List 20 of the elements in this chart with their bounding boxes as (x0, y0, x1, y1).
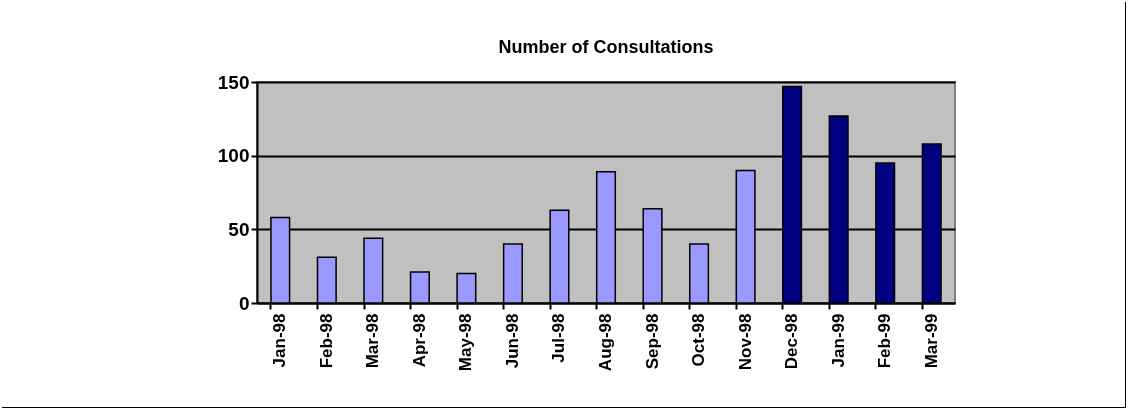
x-tick-label: Jan-98 (270, 313, 290, 368)
y-tick-label: 0 (238, 292, 250, 314)
x-tick-label: Apr-98 (409, 313, 429, 368)
y-tick-label: 150 (217, 71, 250, 93)
x-tick-label: May-98 (456, 313, 476, 372)
x-tick-label: Aug-98 (596, 313, 615, 372)
y-tick-label: 50 (228, 218, 250, 240)
x-tick-label: Jun-98 (502, 313, 522, 369)
x-tick-label: Jan-99 (828, 313, 848, 368)
x-tick-label: Mar-98 (363, 313, 383, 369)
x-tick-label: Dec-98 (782, 313, 802, 370)
x-tick-label: Mar-99 (921, 313, 941, 369)
x-tick-label: Oct-98 (689, 313, 709, 367)
y-tick-label: 100 (217, 145, 250, 167)
x-tick-label: Feb-99 (875, 313, 895, 369)
x-tick-label: Sep-98 (642, 313, 662, 370)
x-tick-label: Nov-98 (735, 313, 755, 371)
chart-title: Number of Consultations (498, 37, 714, 57)
x-tick-label: Feb-98 (316, 313, 336, 369)
x-tick-label: Jul-98 (549, 313, 569, 363)
